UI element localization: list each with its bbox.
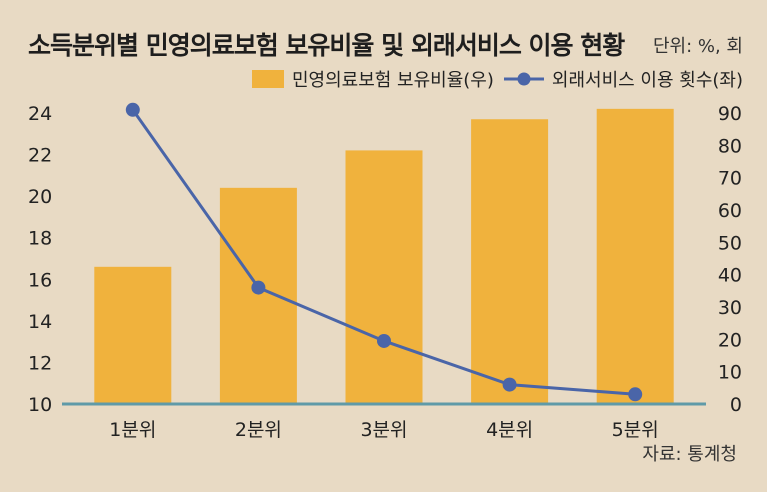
- y-left-tick-label: 14: [28, 311, 52, 333]
- y-right-tick-label: 10: [718, 362, 742, 384]
- unit-label: 단위: %, 회: [652, 36, 743, 57]
- y-right-tick-label: 60: [718, 200, 742, 222]
- y-right-tick-label: 50: [718, 232, 742, 254]
- legend-item-bar: 민영의료보험 보유비율(우): [251, 66, 494, 92]
- legend-swatch-line: [503, 72, 544, 86]
- y-left-tick-label: 16: [28, 269, 52, 291]
- bar-2: [219, 187, 297, 404]
- y-right-tick-label: 0: [730, 394, 742, 416]
- y-right-tick-label: 40: [718, 265, 742, 287]
- legend-label-line: 외래서비스 이용 횟수(좌): [551, 70, 743, 91]
- line-point-2: [251, 280, 266, 295]
- source-label: 자료: 통계청: [642, 444, 737, 465]
- y-right-tick-label: 70: [718, 168, 742, 190]
- x-category-label: 4분위: [486, 419, 533, 441]
- y-right-tick-label: 30: [718, 297, 742, 319]
- bar-1: [94, 266, 172, 404]
- x-category-label: 2분위: [235, 419, 282, 441]
- legend-item-line: 외래서비스 이용 횟수(좌): [503, 66, 743, 92]
- y-right-tick-label: 80: [718, 135, 742, 157]
- line-point-4: [502, 377, 517, 392]
- chart-title: 소득분위별 민영의료보험 보유비율 및 외래서비스 이용 현황: [28, 31, 625, 60]
- y-right-tick-label: 90: [718, 103, 742, 125]
- y-right-tick-label: 20: [718, 329, 742, 351]
- legend-swatch-bar: [251, 70, 284, 88]
- bar-4: [471, 119, 549, 404]
- y-left-tick-label: 18: [28, 228, 52, 250]
- line-point-5: [628, 387, 643, 402]
- legend-label-bar: 민영의료보험 보유비율(우): [291, 70, 494, 91]
- bar-5: [596, 108, 674, 404]
- line-point-3: [377, 333, 391, 348]
- x-category-label: 5분위: [612, 419, 659, 441]
- x-category-label: 3분위: [360, 419, 407, 441]
- line-point-1: [125, 102, 140, 117]
- y-left-tick-label: 12: [28, 352, 52, 374]
- bar-3: [345, 150, 423, 404]
- y-left-tick-label: 22: [28, 145, 52, 167]
- y-left-tick-label: 24: [28, 103, 52, 125]
- legend: 민영의료보험 보유비율(우) 외래서비스 이용 횟수(좌): [251, 66, 743, 92]
- y-left-tick-label: 10: [28, 394, 52, 416]
- x-category-label: 1분위: [109, 419, 156, 441]
- y-left-tick-label: 20: [28, 186, 52, 208]
